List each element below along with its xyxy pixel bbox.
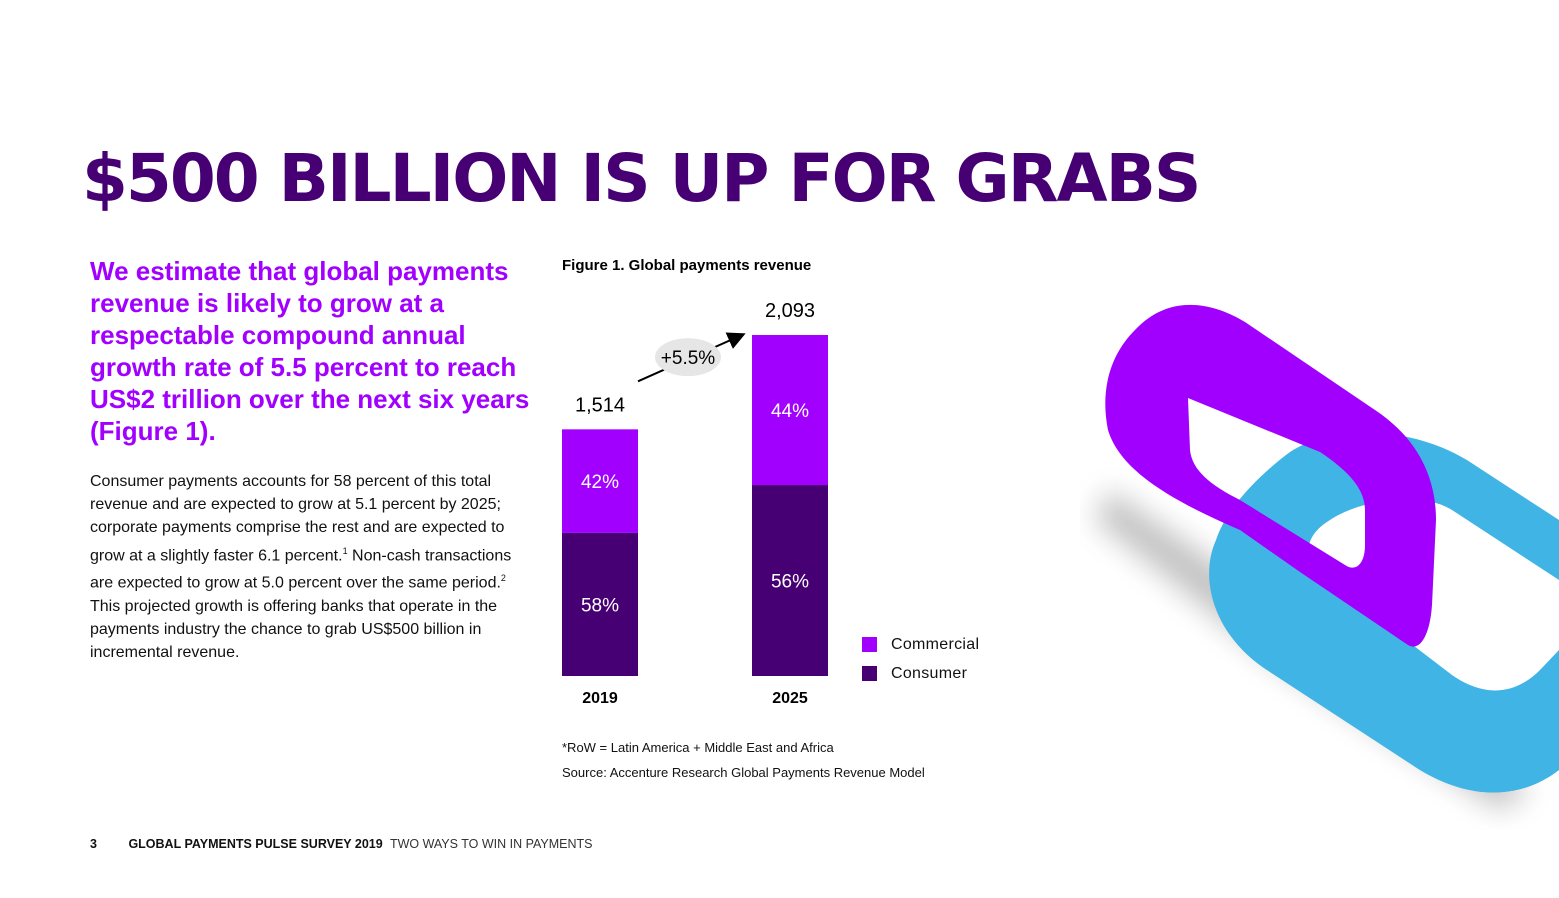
chart-legend: Commercial Consumer bbox=[862, 630, 979, 688]
body-paragraph: Consumer payments accounts for 58 percen… bbox=[90, 470, 530, 664]
figure-title: Figure 1. Global payments revenue bbox=[562, 257, 812, 274]
body-text-segment: Non-cash transactions are expected to gr… bbox=[90, 546, 512, 592]
bar-commercial-2019 bbox=[562, 429, 638, 533]
data-label-consumer-2025: 56% bbox=[771, 572, 809, 593]
bar-commercial-2025 bbox=[752, 335, 828, 486]
legend-item-consumer: Consumer bbox=[862, 659, 979, 688]
body-text-segment: This projected growth is offering banks … bbox=[90, 597, 498, 662]
chain-link-icon bbox=[1095, 304, 1559, 810]
total-label-2025: 2,093 bbox=[765, 300, 815, 322]
legend-label-commercial: Commercial bbox=[891, 635, 980, 653]
page-headline: $500 BILLION IS UP FOR GRABS bbox=[82, 140, 1201, 217]
legend-item-commercial: Commercial bbox=[862, 630, 979, 659]
bar-consumer-2019 bbox=[562, 532, 638, 676]
legend-label-consumer: Consumer bbox=[891, 664, 968, 682]
footnote-reference: 2 bbox=[500, 573, 506, 584]
lead-paragraph: We estimate that global payments revenue… bbox=[90, 256, 530, 446]
chain-link-blue-front bbox=[1210, 560, 1559, 793]
page-number: 3 bbox=[90, 837, 97, 851]
figure-source: Source: Accenture Research Global Paymen… bbox=[562, 765, 925, 780]
page-footer: 3 GLOBAL PAYMENTS PULSE SURVEY 2019 TWO … bbox=[90, 837, 593, 851]
total-label-2019: 1,514 bbox=[575, 394, 625, 416]
footnote-reference: 1 bbox=[342, 545, 348, 556]
body-text-segment: Consumer payments accounts for 58 percen… bbox=[90, 473, 505, 564]
figure-note: *RoW = Latin America + Middle East and A… bbox=[562, 740, 834, 755]
legend-swatch-commercial bbox=[862, 637, 877, 652]
x-tick-label-2025: 2025 bbox=[772, 690, 808, 707]
publication-title: GLOBAL PAYMENTS PULSE SURVEY 2019 bbox=[128, 837, 383, 851]
chain-link-blue bbox=[1209, 432, 1559, 793]
growth-bubble bbox=[655, 338, 721, 377]
data-label-consumer-2019: 58% bbox=[581, 595, 619, 616]
data-label-commercial-2025: 44% bbox=[771, 401, 809, 422]
bar-consumer-2025 bbox=[752, 485, 828, 676]
payments-revenue-chart: 58% 42% 1,514 2019 56% 44% 2,093 2025 +5.5% bbox=[562, 300, 828, 707]
growth-label: +5.5% bbox=[661, 348, 716, 369]
x-tick-label-2019: 2019 bbox=[582, 690, 618, 707]
legend-swatch-consumer bbox=[862, 666, 877, 681]
publication-subtitle: TWO WAYS TO WIN IN PAYMENTS bbox=[389, 837, 593, 851]
data-label-commercial-2019: 42% bbox=[581, 472, 619, 493]
chain-link-purple bbox=[1105, 304, 1436, 647]
